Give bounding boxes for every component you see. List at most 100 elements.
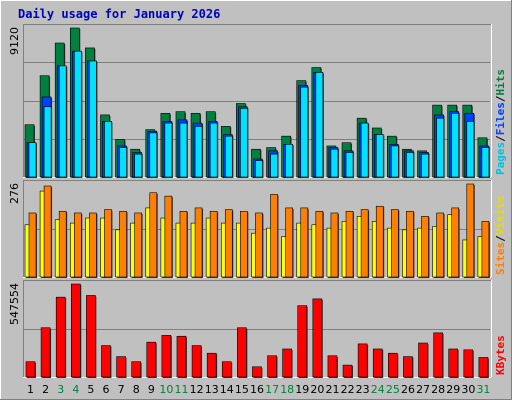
bar-kbytes [25, 361, 36, 378]
x-tick-label: 21 [325, 383, 339, 396]
bar-pages [466, 121, 475, 178]
x-tick-label: 17 [265, 383, 279, 396]
x-tick-label: 11 [175, 383, 189, 396]
bar-pages [28, 142, 37, 178]
x-tick-label: 20 [310, 383, 324, 396]
bar-pages [360, 122, 369, 178]
x-tick-label: 26 [401, 383, 415, 396]
x-tick-label: 3 [57, 383, 64, 396]
bar-kbytes [463, 349, 474, 378]
bar-sites [466, 183, 475, 278]
bar-sites [28, 212, 37, 278]
bar-sites [240, 210, 248, 278]
bar-pages [179, 122, 188, 178]
bar-sites [406, 210, 414, 278]
bar-kbytes [312, 298, 323, 378]
x-tick-label: 25 [386, 383, 400, 396]
bar-sites [119, 210, 127, 278]
bar-pages [300, 86, 309, 178]
bar-kbytes [131, 361, 141, 378]
bar-pages [209, 122, 218, 178]
bar-pages [149, 132, 158, 178]
bar-kbytes [342, 364, 353, 378]
bar-sites [270, 194, 278, 278]
bar-kbytes [282, 348, 292, 378]
legend-entry: / [494, 95, 507, 102]
x-tick-label: 2 [42, 383, 49, 396]
bar-sites [300, 207, 309, 278]
bar-sites [149, 192, 158, 278]
legend-entry: / [494, 235, 507, 242]
x-tick-label: 30 [461, 383, 475, 396]
bar-kbytes [221, 361, 232, 378]
x-tick-label: 23 [356, 383, 370, 396]
y-max-label: 276 [8, 183, 21, 204]
x-tick-label: 16 [250, 383, 264, 396]
x-tick-label: 14 [220, 383, 234, 396]
bar-pages [43, 106, 52, 178]
bar-kbytes [403, 356, 413, 378]
bar-kbytes [448, 348, 459, 378]
panel-kbytes: 547554 KBytes [8, 280, 507, 378]
x-tick-label: 9 [148, 383, 155, 396]
bar-pages [134, 153, 142, 178]
bar-pages [58, 65, 67, 178]
bar-kbytes [327, 355, 338, 378]
bar-sites [481, 221, 490, 278]
bar-pages [89, 60, 97, 178]
bar-kbytes [418, 342, 428, 378]
legend-entry: Visits [494, 196, 507, 236]
bar-kbytes [388, 352, 398, 378]
bar-sites [391, 209, 399, 278]
bar-kbytes [176, 335, 187, 378]
bar-pages [119, 147, 127, 178]
bar-kbytes [146, 341, 157, 378]
x-tick-label: 7 [118, 383, 125, 396]
bar-sites [315, 210, 324, 278]
bar-kbytes [116, 356, 126, 378]
bar-kbytes [40, 327, 51, 378]
bar-kbytes [70, 283, 81, 378]
bar-pages [224, 135, 233, 178]
y-max-label: 9120 [8, 27, 21, 55]
bar-sites [194, 207, 203, 278]
bar-pages [285, 144, 293, 178]
x-tick-label: 10 [159, 383, 173, 396]
legend-entry: / [494, 135, 507, 142]
x-tick-label: 22 [341, 383, 355, 396]
bar-pages [330, 148, 339, 178]
bar-sites [436, 212, 444, 278]
bar-kbytes [478, 357, 489, 378]
bar-sites [255, 212, 263, 278]
bar-pages [240, 108, 248, 178]
x-tick-label: 1 [27, 383, 34, 396]
bar-kbytes [252, 366, 262, 378]
bar-kbytes [191, 345, 202, 378]
bar-sites [330, 212, 339, 278]
bar-sites [73, 212, 82, 278]
bar-pages [315, 72, 324, 178]
bar-kbytes [297, 305, 308, 378]
panel-visits_sites: 276 Sites/Visits [8, 180, 507, 278]
x-tick-label: 31 [476, 383, 490, 396]
y-max-label: 547554 [8, 283, 21, 325]
x-tick-label: 28 [431, 383, 445, 396]
bar-pages [375, 134, 384, 178]
bar-kbytes [206, 352, 217, 378]
legend-entry: Pages [494, 142, 507, 175]
bar-sites [179, 210, 188, 278]
bar-sites [43, 185, 52, 278]
x-tick-label: 8 [133, 383, 140, 396]
bar-kbytes [372, 348, 383, 378]
chart-title: Daily usage for January 2026 [18, 7, 220, 21]
bar-kbytes [55, 296, 66, 378]
x-tick-label: 6 [103, 383, 110, 396]
bar-sites [375, 205, 384, 278]
x-tick-label: 15 [235, 383, 249, 396]
bar-pages [451, 112, 460, 178]
bar-pages [73, 50, 82, 178]
x-tick-label: 18 [280, 383, 294, 396]
bar-pages [481, 147, 490, 178]
